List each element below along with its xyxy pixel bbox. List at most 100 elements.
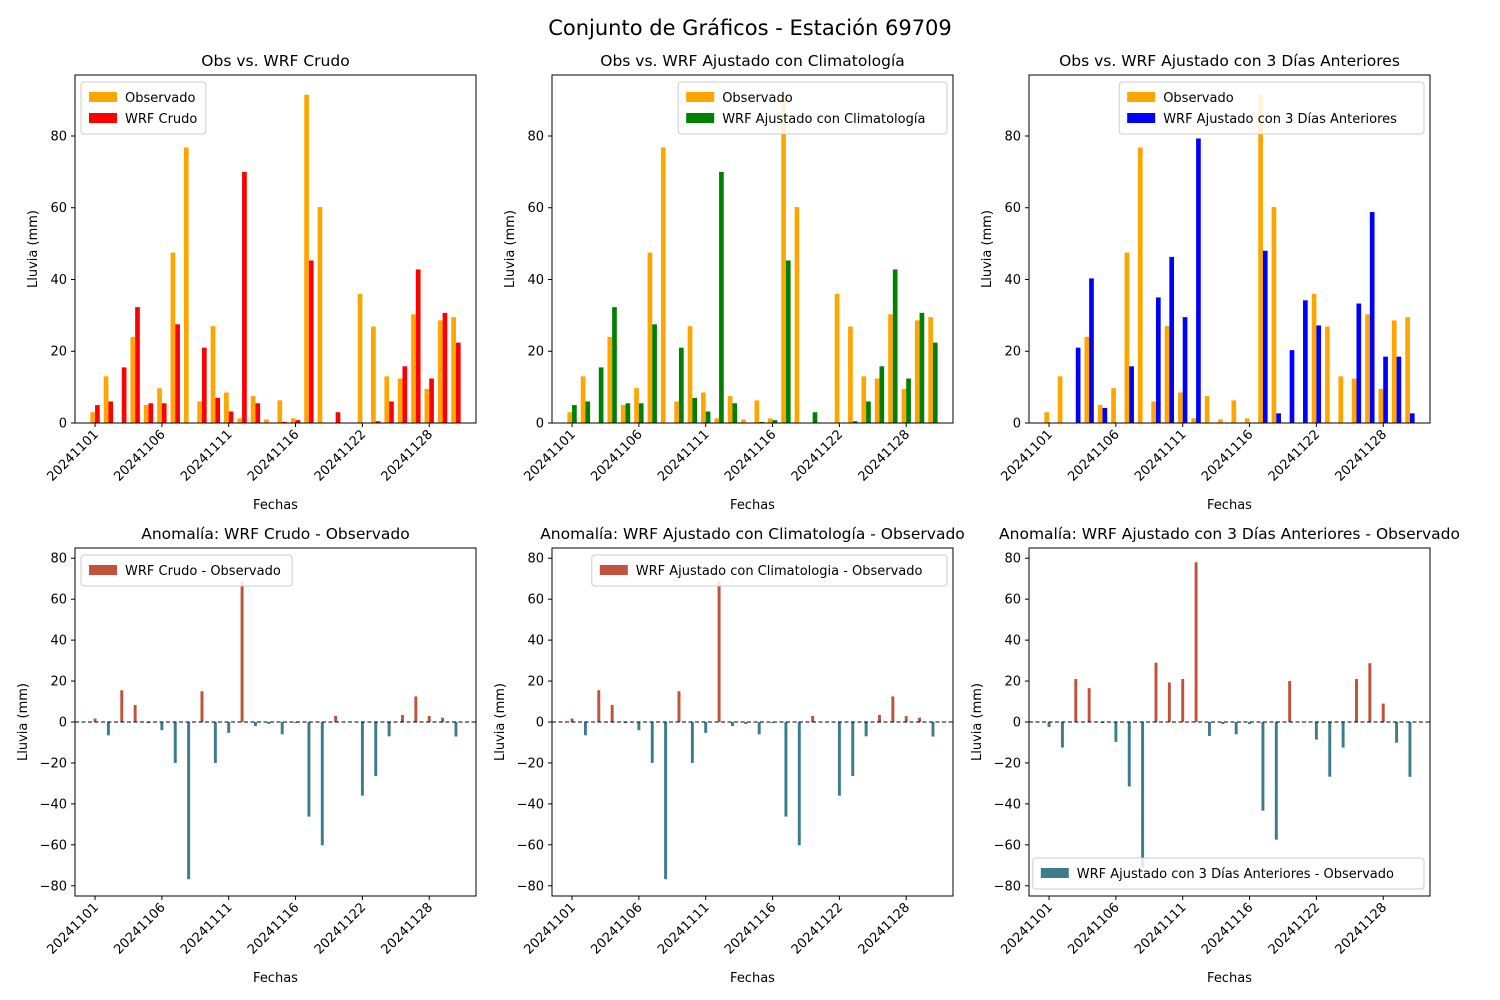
bar-model (866, 401, 871, 423)
bar-negative-anomaly (637, 722, 641, 731)
bar-model (625, 403, 631, 423)
bar-positive-anomaly (878, 715, 881, 722)
legend-box (677, 81, 948, 135)
bar-model (785, 260, 791, 423)
bar-negative-anomaly (744, 722, 748, 725)
bar-model (932, 342, 938, 423)
bar-observed (103, 376, 109, 423)
bar-negative-anomaly (837, 722, 841, 796)
x-axis-label: Fechas (1207, 498, 1252, 513)
y-tick-label: 20 (1004, 675, 1021, 690)
bar-model (335, 412, 341, 423)
bar-observed (1325, 326, 1330, 423)
bar-positive-anomaly (401, 715, 404, 722)
bar-observed (371, 326, 376, 423)
bar-negative-anomaly (730, 722, 734, 727)
bar-observed (1258, 94, 1263, 423)
legend-label: Observado (722, 91, 793, 106)
bar-observed (674, 401, 679, 423)
bar-positive-anomaly (1154, 662, 1158, 722)
bar-observed (714, 418, 720, 423)
bar-observed (1378, 388, 1384, 423)
bar-observed (767, 418, 773, 423)
bar-observed (290, 418, 296, 423)
bar-negative-anomaly (771, 722, 775, 724)
bar-model (1316, 325, 1322, 423)
bar-observed (411, 314, 416, 423)
legend-label: WRF Crudo (125, 112, 197, 127)
bar-model (812, 412, 818, 423)
bar-negative-anomaly (454, 722, 458, 737)
bar-negative-anomaly (187, 722, 191, 880)
x-tick-label: 20241122 (789, 427, 846, 484)
y-tick-label: 40 (527, 634, 544, 649)
bar-observed (928, 317, 933, 423)
bar-negative-anomaly (851, 722, 855, 777)
bar-model (906, 378, 911, 423)
x-tick-label: 20241122 (312, 900, 369, 957)
bar-negative-anomaly (173, 722, 177, 763)
bar-observed (1178, 392, 1183, 423)
bar-model (759, 421, 764, 423)
bar-observed (1204, 396, 1210, 423)
bar-observed (237, 418, 243, 423)
bar-observed (1338, 376, 1344, 423)
bar-observed (874, 378, 880, 423)
chart-panel-5: Anomalía: WRF Ajustado con Climatología … (493, 525, 965, 986)
x-tick-label: 20241128 (1333, 900, 1390, 957)
legend-box (1032, 857, 1425, 890)
x-tick-label: 20241106 (588, 427, 645, 484)
bar-model (598, 367, 604, 423)
x-tick-label: 20241111 (1132, 427, 1189, 484)
bar-observed (304, 94, 309, 423)
x-tick-label: 20241106 (111, 427, 168, 484)
y-tick-label: 40 (50, 634, 67, 649)
bar-observed (1124, 252, 1130, 423)
bar-observed (384, 376, 390, 423)
y-axis-label: Lluvia (mm) (503, 210, 518, 288)
bar-negative-anomaly (1207, 722, 1211, 736)
bar-negative-anomaly (1274, 722, 1278, 840)
bar-model (1383, 356, 1388, 423)
bar-model (161, 403, 167, 423)
legend-swatch (89, 565, 117, 575)
y-tick-label: 80 (527, 129, 544, 144)
bar-negative-anomaly (280, 722, 284, 735)
y-tick-label: 40 (1004, 634, 1021, 649)
bar-observed (90, 412, 96, 423)
x-tick-label: 20241111 (655, 427, 712, 484)
x-tick-label: 20241101 (521, 427, 578, 484)
bar-observed (437, 320, 443, 423)
legend-swatch (1127, 92, 1156, 102)
bar-positive-anomaly (891, 696, 895, 722)
x-tick-label: 20241116 (245, 900, 302, 957)
bar-negative-anomaly (1314, 722, 1318, 740)
bar-positive-anomaly (1181, 679, 1185, 722)
bar-negative-anomaly (797, 722, 801, 846)
x-tick-label: 20241116 (1199, 900, 1256, 957)
x-tick-label: 20241128 (856, 427, 913, 484)
legend-swatch (89, 113, 117, 123)
x-tick-label: 20241128 (856, 900, 913, 957)
bar-observed (1218, 419, 1223, 423)
y-tick-label: 20 (527, 345, 544, 360)
x-tick-label: 20241122 (312, 427, 369, 484)
bar-negative-anomaly (294, 722, 298, 724)
y-tick-label: 60 (527, 201, 544, 216)
bar-model (242, 171, 247, 423)
bar-observed (1084, 336, 1090, 423)
bar-observed (727, 396, 733, 423)
y-tick-label: 80 (50, 129, 67, 144)
x-tick-label: 20241106 (111, 900, 168, 957)
y-tick-label: 20 (50, 675, 67, 690)
bar-model (678, 347, 684, 423)
bar-model (1155, 297, 1161, 423)
y-tick-label: −80 (40, 879, 67, 894)
bar-negative-anomaly (1248, 722, 1252, 725)
y-tick-label: −40 (40, 797, 67, 812)
legend-swatch (1040, 868, 1069, 878)
bar-observed (741, 419, 746, 423)
x-tick-label: 20241116 (722, 900, 779, 957)
x-axis-label: Fechas (730, 498, 775, 513)
bar-positive-anomaly (133, 705, 137, 722)
